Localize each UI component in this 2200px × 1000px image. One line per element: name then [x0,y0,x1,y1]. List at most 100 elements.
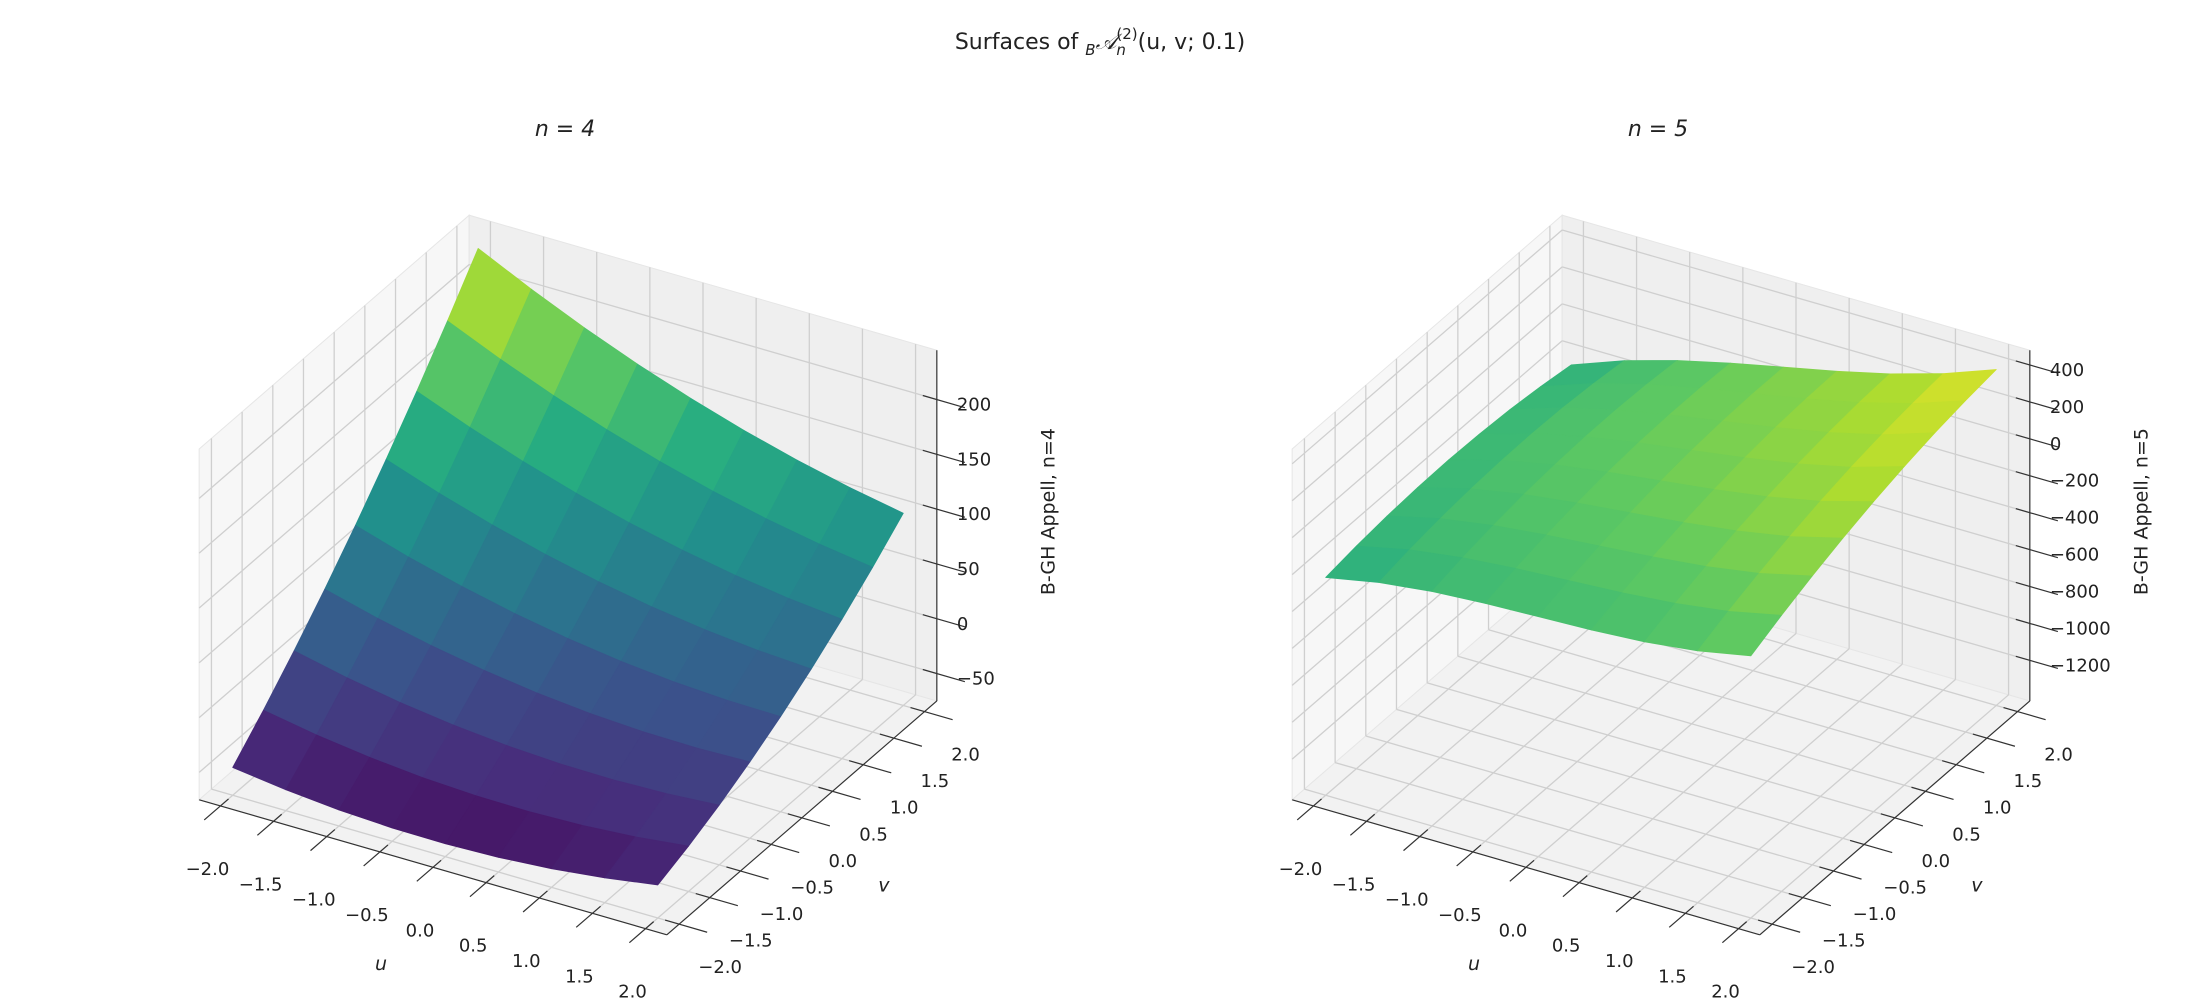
grid-line [1488,629,1957,766]
title-part: (u, v; 0.1) [1138,30,1246,55]
x-tick-label: 1.5 [1658,966,1687,987]
x-tick-label: −1.5 [239,874,283,895]
tick-mark [469,875,495,898]
tick-mark [910,706,953,721]
x-tick-label: 0.0 [406,920,435,941]
tick-mark [756,839,800,854]
z-tick-label: 50 [957,559,980,580]
tick-mark [726,866,769,880]
tick-mark [2015,544,2059,559]
z-tick-label: −50 [957,669,995,690]
z-tick-label: −1200 [2050,655,2111,676]
x-tick-label: −1.5 [1332,874,1376,895]
tick-mark [2015,581,2059,596]
tick-mark [922,614,966,628]
figure-title: Surfaces of B𝒜(2) n (u, v; 0.1) [955,25,1245,59]
tick-mark [1456,844,1482,867]
tick-mark [575,905,601,928]
grid-line [211,788,680,925]
tick-mark [1509,859,1535,882]
tick-mark [1941,760,1985,774]
tick-mark [1668,905,1694,928]
tick-mark [2015,618,2059,633]
x-tick-label: −1.0 [292,890,336,911]
z-tick-label: 100 [957,504,991,525]
tick-mark [203,798,229,821]
tick-mark [2015,655,2059,670]
x-tick-label: 1.5 [565,966,594,987]
tick-mark [1349,813,1376,836]
x-tick-label: −0.5 [1438,905,1482,926]
title-part: (2) [1116,25,1137,43]
tick-mark [363,844,389,867]
x-tick-label: −0.5 [345,905,389,926]
grid-line [1426,682,1896,819]
tick-mark [2015,471,2059,485]
tick-mark [2015,434,2059,448]
z-tick-label: −200 [2050,471,2099,492]
x-tick-label: 2.0 [618,982,647,1000]
tick-mark [522,890,548,913]
y-tick-label: −1.5 [1822,931,1866,952]
y-tick-label: 2.0 [951,745,980,766]
tick-mark [1849,839,1893,854]
grid-line [1396,708,1865,846]
z-tick-label: −1000 [2050,618,2111,639]
y-tick-label: 1.5 [921,771,950,792]
tick-mark [879,733,923,747]
grid-line [198,264,470,499]
tick-mark [1562,875,1588,898]
z-tick-label: 0 [957,614,968,635]
x-tick-label: 0.5 [459,936,488,957]
x-tick-label: −2.0 [1279,859,1323,880]
y-tick-label: −2.0 [1791,957,1835,978]
grid-line [198,318,470,554]
y-tick-label: 0.0 [829,851,858,872]
tick-mark [1819,866,1862,880]
y-axis-label: v [878,874,890,896]
tick-mark [1788,892,1832,907]
tick-mark [1403,829,1429,852]
x-tick-label: 0.0 [1499,920,1528,941]
z-tick-label: −400 [2050,508,2099,529]
tick-mark [848,760,892,774]
title-part: B [1085,41,1095,59]
tick-mark [1880,813,1924,827]
surface-patch [604,836,689,886]
tick-mark [1721,921,1748,944]
surface-patch [1697,610,1782,657]
axes-title: n = 4 [535,117,595,142]
x-tick-label: 2.0 [1711,982,1740,1000]
grid-line [1457,655,1926,792]
z-tick-label: 0 [2050,434,2061,455]
grid-line [1291,229,1563,465]
tick-mark [787,813,831,827]
x-tick-label: 1.0 [512,951,541,972]
tick-mark [310,829,336,852]
tick-mark [628,921,655,944]
z-axis-label: B-GH Appell, n=4 [1037,428,1059,595]
tick-mark [256,813,283,836]
grid-line [1334,761,1803,899]
z-tick-label: 400 [2050,360,2084,381]
y-tick-label: 0.0 [1922,851,1951,872]
y-tick-label: 2.0 [2044,745,2073,766]
y-tick-label: −1.0 [760,904,804,925]
tick-mark [1911,786,1954,800]
title-part: Surfaces of [955,30,1085,55]
tick-mark [922,449,966,464]
axes-title: n = 5 [1628,117,1688,142]
x-axis-label: u [375,953,387,975]
x-tick-label: −1.0 [1385,890,1429,911]
z-tick-label: −800 [2050,582,2099,603]
x-tick-label: 1.0 [1605,951,1634,972]
z-tick-label: −600 [2050,545,2099,566]
tick-mark [1296,798,1322,821]
tick-mark [2003,706,2046,721]
z-tick-label: 150 [957,449,991,470]
grid-line [468,263,938,401]
tick-mark [922,504,966,518]
y-tick-label: 1.0 [890,798,919,819]
z-tick-label: 200 [2050,397,2084,418]
